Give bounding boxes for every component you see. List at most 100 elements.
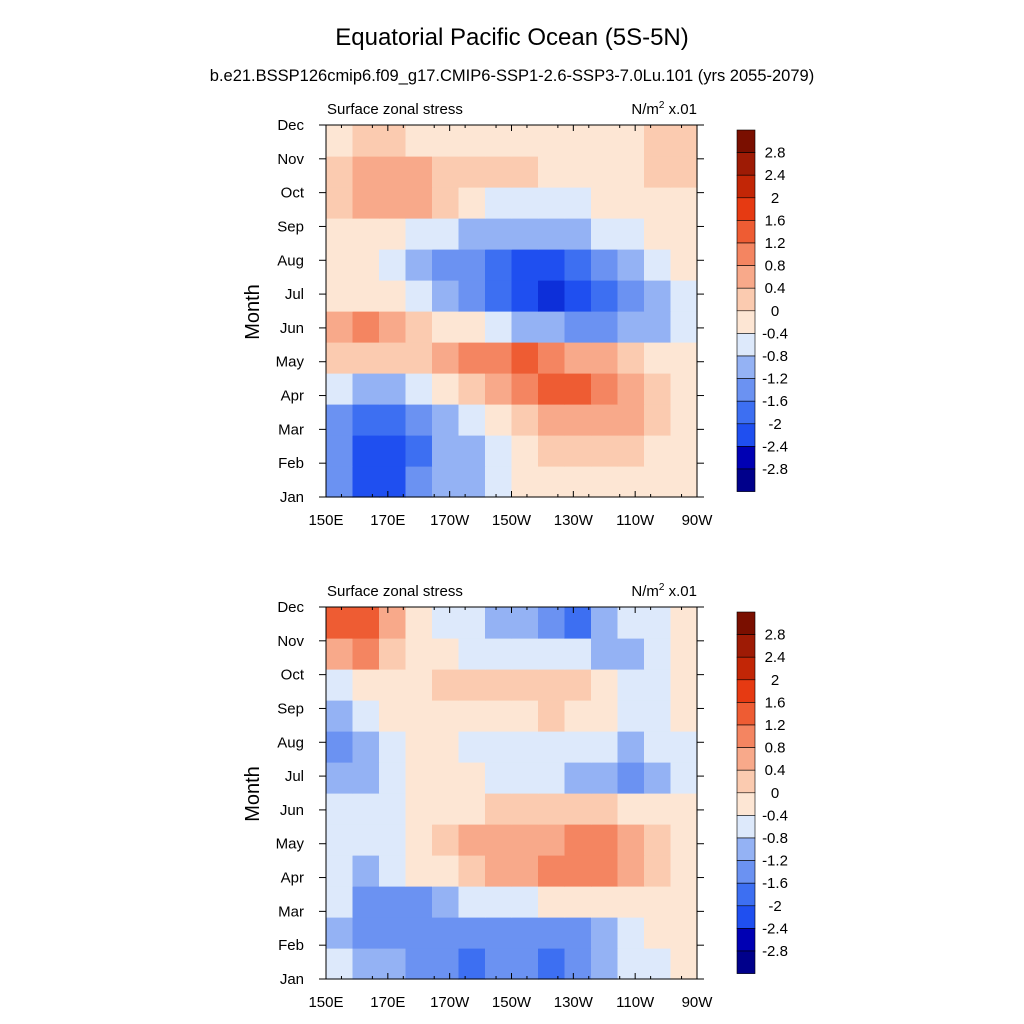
heatmap-cell	[564, 311, 592, 343]
heatmap-cell	[538, 342, 566, 374]
heatmap-cell	[511, 948, 539, 980]
heatmap-cell	[352, 280, 380, 312]
colorbar-label: -0.8	[762, 348, 788, 365]
y-tick-label: Feb	[278, 937, 304, 954]
heatmap-cell	[379, 280, 407, 312]
heatmap-cell	[405, 311, 433, 343]
y-tick-label: Dec	[277, 117, 304, 134]
heatmap-cell	[432, 218, 460, 250]
heatmap-cell	[352, 156, 380, 188]
colorbar-swatch	[736, 468, 756, 492]
units-superscript: 2	[659, 100, 665, 111]
heatmap-cell	[485, 435, 513, 467]
colorbar-swatch	[736, 769, 756, 794]
heatmap-cell	[591, 607, 619, 639]
heatmap-cell	[591, 435, 619, 467]
heatmap-cell	[326, 342, 354, 374]
heatmap-cell	[617, 917, 645, 949]
heatmap-cell	[670, 824, 698, 856]
heatmap-cell	[511, 125, 539, 157]
heatmap-cell	[405, 280, 433, 312]
heatmap-cell	[458, 793, 486, 825]
heatmap-cell	[564, 249, 592, 281]
heatmap-cell	[326, 638, 354, 670]
heatmap-cell	[458, 886, 486, 918]
heatmap-cell	[405, 187, 433, 219]
heatmap-cell	[405, 731, 433, 763]
heatmap-cell	[564, 948, 592, 980]
colorbar-swatch	[736, 702, 756, 726]
heatmap-cell	[670, 249, 698, 281]
heatmap-cell	[458, 249, 486, 281]
y-tick-label: Sep	[277, 700, 304, 717]
panel-units-label: N/m2 x.01	[631, 100, 697, 118]
heatmap-cell	[432, 187, 460, 219]
heatmap-cell	[432, 855, 460, 887]
heatmap-cell	[405, 607, 433, 639]
colorbar-label: -2	[768, 416, 781, 433]
colorbar-swatch	[736, 400, 756, 425]
heatmap-cell	[617, 311, 645, 343]
heatmap-cell	[379, 669, 407, 701]
heatmap-cell	[538, 280, 566, 312]
heatmap-cell	[326, 669, 354, 701]
heatmap-cell	[644, 700, 672, 732]
heatmap-cell	[458, 280, 486, 312]
heatmap-cell	[405, 218, 433, 250]
heatmap-cell	[511, 855, 539, 887]
heatmap-cell	[458, 156, 486, 188]
panel-left-label: Surface zonal stress	[327, 101, 463, 118]
heatmap-cell	[326, 373, 354, 405]
heatmap-cell	[326, 435, 354, 467]
heatmap-cell	[564, 607, 592, 639]
heatmap-cell	[644, 435, 672, 467]
y-tick-label: Jun	[280, 802, 304, 819]
heatmap-cell	[458, 435, 486, 467]
heatmap-cell	[458, 125, 486, 157]
heatmap-cell	[538, 156, 566, 188]
heatmap-cell	[591, 311, 619, 343]
heatmap-cell	[352, 948, 380, 980]
colorbar-swatch	[736, 747, 756, 771]
heatmap-cell	[564, 855, 592, 887]
heatmap-cell	[591, 187, 619, 219]
heatmap-cell	[538, 917, 566, 949]
heatmap-cell	[458, 700, 486, 732]
colorbar-label: 0.4	[765, 762, 786, 779]
heatmap-cell	[458, 466, 486, 498]
heatmap-cell	[485, 917, 513, 949]
heatmap-cell	[379, 249, 407, 281]
heatmap-cell	[564, 435, 592, 467]
heatmap-cell	[458, 762, 486, 794]
heatmap-cell	[379, 793, 407, 825]
heatmap-cell	[670, 218, 698, 250]
heatmap-cell	[432, 886, 460, 918]
heatmap-cell	[458, 917, 486, 949]
colorbar-label: -2.4	[762, 438, 788, 455]
colorbar-label: -2.4	[762, 920, 788, 937]
colorbar-swatch	[736, 634, 756, 658]
heatmap-cell	[352, 886, 380, 918]
heatmap-cell	[511, 762, 539, 794]
heatmap-cell	[405, 917, 433, 949]
heatmap-cell	[617, 249, 645, 281]
heatmap-cell	[379, 125, 407, 157]
axis-ticks: 150E 170E 170W 150W 130W 110W 90W Jan Feb Mar Apr M…	[276, 117, 714, 529]
heatmap-cell	[617, 125, 645, 157]
heatmap-cell	[670, 731, 698, 763]
colorbar-swatch	[736, 197, 756, 221]
heatmap-cell	[379, 373, 407, 405]
heatmap-cell	[326, 731, 354, 763]
x-tick-label: 150E	[308, 994, 343, 1011]
y-tick-label: May	[276, 836, 305, 853]
heatmap-cell	[511, 607, 539, 639]
heatmap-cell	[564, 156, 592, 188]
colorbar-label: 0.8	[765, 258, 786, 275]
heatmap-cell	[432, 466, 460, 498]
colorbar-label: 1.6	[765, 212, 786, 229]
heatmap-cell	[511, 280, 539, 312]
axis-ticks: 150E 170E 170W 150W 130W 110W 90W Jan Feb Mar Apr M…	[276, 599, 714, 1011]
heatmap-cell	[617, 886, 645, 918]
heatmap-cell	[405, 435, 433, 467]
